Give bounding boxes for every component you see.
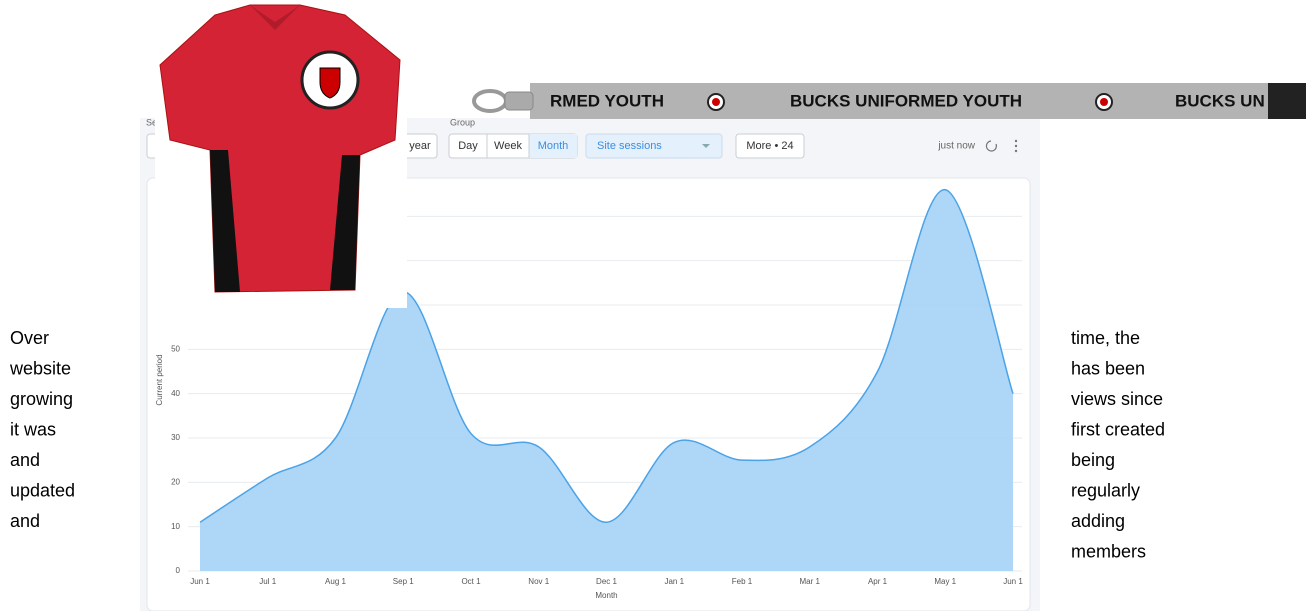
paragraph-line: and bbox=[10, 511, 40, 531]
paragraph-line: updated bbox=[10, 480, 75, 500]
paragraph-line: Over bbox=[10, 328, 49, 348]
page: 01020304050607080Jun 1Jul 1Aug 1Sep 1Oct… bbox=[0, 0, 1306, 611]
x-tick-label: Jan 1 bbox=[664, 577, 684, 586]
y-tick-label: 20 bbox=[171, 477, 180, 486]
document: 01020304050607080Jun 1Jul 1Aug 1Sep 1Oct… bbox=[0, 0, 1306, 611]
y-tick-label: 30 bbox=[171, 433, 180, 442]
x-tick-label: Feb 1 bbox=[732, 577, 753, 586]
group-button[interactable]: Day bbox=[458, 140, 478, 152]
x-tick-label: Apr 1 bbox=[868, 577, 888, 586]
paragraph-line: growing bbox=[10, 389, 73, 409]
group-label: Group bbox=[450, 117, 475, 127]
x-tick-label: Dec 1 bbox=[596, 577, 617, 586]
x-tick-label: Oct 1 bbox=[461, 577, 481, 586]
metric-label[interactable]: Site sessions bbox=[597, 140, 662, 152]
group-button[interactable]: Month bbox=[538, 140, 569, 152]
paragraph-line: has been bbox=[1071, 358, 1145, 378]
range-button[interactable]: year bbox=[409, 140, 431, 152]
group-button[interactable]: Week bbox=[494, 140, 522, 152]
y-tick-label: 50 bbox=[171, 344, 180, 353]
clip bbox=[474, 91, 506, 111]
y-tick-label: 10 bbox=[171, 522, 180, 531]
x-tick-label: Jun 1 bbox=[1003, 577, 1023, 586]
paragraph-line: views since bbox=[1071, 389, 1163, 409]
paragraph-line: adding bbox=[1071, 511, 1125, 531]
paragraph-line: and bbox=[10, 450, 40, 470]
x-tick-label: Jul 1 bbox=[259, 577, 276, 586]
paragraph-line: regularly bbox=[1071, 480, 1140, 500]
y-tick-label: 0 bbox=[176, 566, 181, 575]
x-tick-label: May 1 bbox=[934, 577, 956, 586]
x-axis-label: Month bbox=[595, 591, 617, 600]
paragraph-line: website bbox=[9, 358, 71, 378]
y-axis-label: Current period bbox=[155, 354, 164, 405]
x-tick-label: Jun 1 bbox=[190, 577, 210, 586]
paragraph-line: it was bbox=[10, 419, 56, 439]
x-tick-label: Mar 1 bbox=[800, 577, 821, 586]
lanyard-text: RMED YOUTH bbox=[550, 91, 664, 110]
updated-label: just now bbox=[937, 141, 975, 152]
x-tick-label: Nov 1 bbox=[528, 577, 549, 586]
lanyard-text: BUCKS UN bbox=[1175, 91, 1265, 110]
x-tick-label: Aug 1 bbox=[325, 577, 346, 586]
more-label[interactable]: More • 24 bbox=[746, 140, 793, 152]
paragraph-line: being bbox=[1071, 450, 1115, 470]
paragraph-line: time, the bbox=[1071, 328, 1140, 348]
y-tick-label: 40 bbox=[171, 389, 180, 398]
paragraph-line: first created bbox=[1071, 419, 1165, 439]
x-tick-label: Sep 1 bbox=[393, 577, 414, 586]
paragraph-line: members bbox=[1071, 541, 1146, 561]
lanyard-text: BUCKS UNIFORMED YOUTH bbox=[790, 91, 1022, 110]
